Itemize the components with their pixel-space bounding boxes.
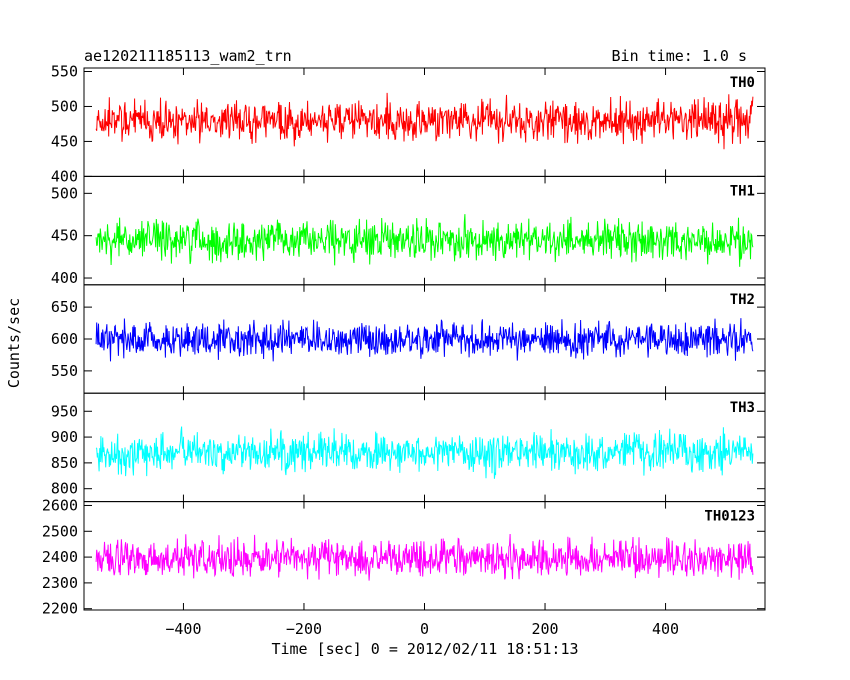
y-tick-label: 550 [51,62,78,80]
y-tick-label: 850 [51,454,78,472]
panel-label-th2: TH2 [730,292,755,308]
panel-label-th0: TH0 [730,75,755,91]
y-tick-label: 650 [51,298,78,316]
bin-time-label: Bin time: 1.0 s [612,47,747,65]
series-line-th2 [95,318,754,362]
series-line-th0 [95,92,754,150]
panel-frame [83,392,766,503]
y-tick-label: 500 [51,97,78,115]
panel-th0123: 2200 2300 2400 2500 2600 TH0123 [42,496,766,618]
y-tick-label: 950 [51,402,78,420]
panels: 400 450 500 550 TH0 400 450 500 TH1 550 600 650 TH2 8… [42,62,766,618]
x-axis: −400 −200 0 200 400 [165,620,679,638]
y-tick-label: 2500 [42,522,78,540]
x-axis-title: Time [sec] 0 = 2012/02/11 18:51:13 [271,640,578,658]
y-tick-label: 450 [51,132,78,150]
chart-title: ae120211185113_wam2_trn [84,47,292,65]
panel-frame [83,175,766,286]
y-axis-title: Counts/sec [5,298,23,388]
y-tick-label: 900 [51,428,78,446]
y-tick-label: 2400 [42,548,78,566]
series-line-th3 [95,426,754,479]
x-tick-label: 200 [531,620,558,638]
panel-th3: 800 850 900 950 TH3 [51,392,766,503]
y-tick-label: 600 [51,330,78,348]
x-tick-label: 0 [420,620,429,638]
y-tick-label: 2600 [42,496,78,514]
y-tick-label: 2200 [42,600,78,618]
x-tick-label: −400 [165,620,201,638]
series-line-th1 [95,214,754,267]
x-tick-label: 400 [652,620,679,638]
panel-th0: 400 450 500 550 TH0 [51,62,766,185]
panel-th1: 400 450 500 TH1 [51,175,766,287]
panel-th2: 550 600 650 TH2 [51,284,766,394]
panel-label-th1: TH1 [730,183,755,199]
panel-label-th3: TH3 [730,400,755,416]
y-tick-label: 800 [51,480,78,498]
y-tick-label: 500 [51,184,78,202]
y-tick-label: 2300 [42,574,78,592]
y-tick-label: 400 [51,269,78,287]
panel-label-th0123: TH0123 [704,509,755,525]
x-tick-label: −200 [286,620,322,638]
y-tick-label: 450 [51,227,78,245]
y-tick-label: 400 [51,167,78,185]
series-line-th0123 [95,533,754,581]
y-tick-label: 550 [51,362,78,380]
